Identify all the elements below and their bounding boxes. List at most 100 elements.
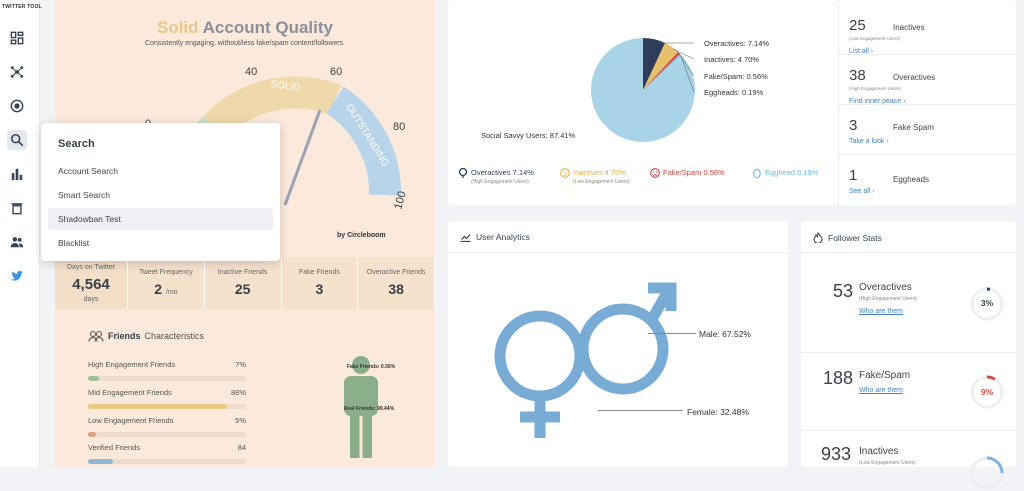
count-label: Fake Spam [893, 123, 934, 132]
follower-count: 188 [823, 368, 854, 388]
donut-arc [970, 375, 1004, 409]
bar-chart-icon[interactable] [7, 164, 27, 184]
who-are-them-link[interactable]: Who are them [859, 308, 903, 315]
legend-sub: (High Engagement Users) [471, 179, 529, 185]
follower-row-inactives: 933 Inactives (Low Engagement Users) [801, 431, 1016, 490]
target-icon[interactable] [7, 96, 27, 116]
bar-track [88, 376, 246, 381]
real-friends-label: Real Friends: 99.44% [344, 406, 395, 412]
user-analytics-title: User Analytics [476, 232, 530, 242]
twitter-bird-icon[interactable] [7, 266, 27, 286]
stat-inactive-friends: Inactive Friends 25 [204, 257, 282, 309]
friends-title-rest: Characteristics [144, 331, 205, 341]
pie-slice-inactives [643, 43, 678, 90]
count-label: Eggheads [893, 175, 930, 184]
legend-pin-icon [458, 168, 468, 178]
legend-text: Egghead 0.19% [765, 168, 819, 177]
gauge-tick-40: 40 [245, 66, 257, 78]
follower-row-fake-spam: 188 Fake/Spam Who are them 9% [801, 353, 1016, 431]
overactives-donut [970, 287, 1004, 321]
network-icon[interactable] [7, 62, 27, 82]
find-inner-peace-link[interactable]: Find inner peace › [849, 98, 906, 105]
follower-stats-header: Follower Stats [813, 232, 882, 243]
search-menu-title: Search [58, 138, 95, 150]
donut-arc [970, 287, 1004, 321]
count-row-fake-spam: 3 Fake Spam Take a look › [838, 105, 1016, 155]
audience-counts-card: 25 Inactives (Low Engagement Users) List… [838, 0, 1016, 205]
friends-characteristics: Friends Characteristics High Engagement … [88, 330, 428, 464]
gauge-tick-60: 60 [330, 66, 342, 78]
menu-item-smart-search[interactable]: Smart Search [58, 190, 110, 200]
bar-percent: 5% [235, 416, 246, 425]
users-icon[interactable] [7, 232, 27, 252]
count-value: 38 [849, 67, 866, 84]
stat-value-number: 2 [154, 281, 162, 297]
stat-value: 3 [315, 281, 324, 297]
stat-fake-friends: Fake Friends 3 [281, 257, 359, 309]
pie-label-social-savvy: Social Savvy Users: 87.41% [481, 131, 576, 140]
pie-slice-overactives [643, 38, 665, 90]
sidebar: TWITTER TOOL [0, 0, 42, 467]
list-all-link[interactable]: List all › [849, 48, 874, 55]
donut-percent: 9% [980, 387, 994, 397]
legend-overactives: Overactives 7.14% (High Engagement Users) [458, 168, 534, 185]
flame-icon [813, 232, 823, 243]
stat-value: 2 /mo [154, 281, 177, 297]
stat-unit: days [83, 295, 99, 303]
friends-characteristics-title: Friends Characteristics [88, 330, 428, 342]
menu-item-shadowban-test[interactable]: Shadowban Test [48, 208, 273, 230]
bar-fill [88, 459, 114, 464]
stat-label: Fake Friends [298, 269, 340, 276]
count-value: 3 [849, 117, 858, 134]
bar-label: Mid Engagement Friends [88, 388, 172, 397]
pie-slice-fake-spam [643, 52, 680, 90]
pie-label-eggheads: Eggheads: 0.19% [704, 88, 764, 97]
friend-bar-low-engagement: Low Engagement Friends 5% [88, 416, 246, 437]
gender-symbols-icon [494, 282, 677, 438]
fake-spam-donut [970, 375, 1004, 409]
gauge-tick-100: 100 [392, 190, 408, 211]
stat-label: Days on Twitter [66, 263, 116, 271]
bar-label: High Engagement Friends [88, 360, 176, 369]
pie-label-fake-spam: Fake/Spam: 0.56% [704, 72, 768, 81]
stat-value: 25 [234, 281, 251, 297]
audience-pie-card: Overactives: 7.14% Inactives: 4.70% Fake… [448, 0, 838, 205]
count-value: 25 [849, 17, 866, 34]
pie-label-overactives: Overactives: 7.14% [704, 39, 770, 48]
dashboard-icon[interactable] [7, 28, 27, 48]
follower-stats-card: Follower Stats 53 Overactives (High Enga… [801, 221, 1016, 490]
take-a-look-link[interactable]: Take a look › [849, 138, 889, 145]
line-chart-icon [460, 234, 471, 242]
count-hint: (High Engagement Users) [849, 86, 902, 91]
see-all-link[interactable]: See all › [849, 188, 875, 195]
count-label: Inactives [893, 23, 925, 32]
trash-icon[interactable] [7, 198, 27, 218]
bar-track [88, 432, 246, 437]
legend-text: Overactives 7.14% [471, 168, 534, 177]
bar-track [88, 404, 246, 409]
user-analytics-card: User Analytics Male: 67.52% Female: 32.4… [448, 221, 788, 467]
follower-label: Overactives [859, 282, 912, 293]
male-percent-label: Male: 67.52% [699, 329, 751, 339]
who-are-them-link[interactable]: Who are them [859, 387, 903, 394]
stat-value: 4,564 [72, 275, 110, 293]
menu-item-account-search[interactable]: Account Search [58, 166, 119, 176]
female-percent-label: Female: 32.48% [687, 407, 749, 417]
gauge-needle [283, 109, 322, 206]
follower-label: Inactives [859, 446, 899, 457]
stat-overactive-friends: Overactive Friends 38 [358, 257, 435, 309]
search-menu-popup: Search Account Search Smart Search Shado… [41, 123, 280, 261]
stat-unit: /mo [165, 289, 178, 296]
friend-bar-verified: Verified Friends 84 [88, 443, 246, 464]
pie-label-inactives: Inactives: 4.70% [704, 55, 760, 64]
count-value: 1 [849, 167, 858, 184]
gauge-segment-outstanding [325, 86, 402, 196]
audience-pie-chart [591, 38, 695, 142]
bar-fill [88, 404, 228, 409]
bar-label: Verified Friends [88, 443, 141, 452]
donut-percent: 3% [980, 298, 994, 308]
follower-hint: (Low Engagement Users) [859, 460, 916, 466]
menu-item-blacklist[interactable]: Blacklist [58, 238, 90, 248]
search-icon[interactable] [7, 130, 27, 150]
friend-bar-mid-engagement: Mid Engagement Friends 88% [88, 388, 246, 409]
